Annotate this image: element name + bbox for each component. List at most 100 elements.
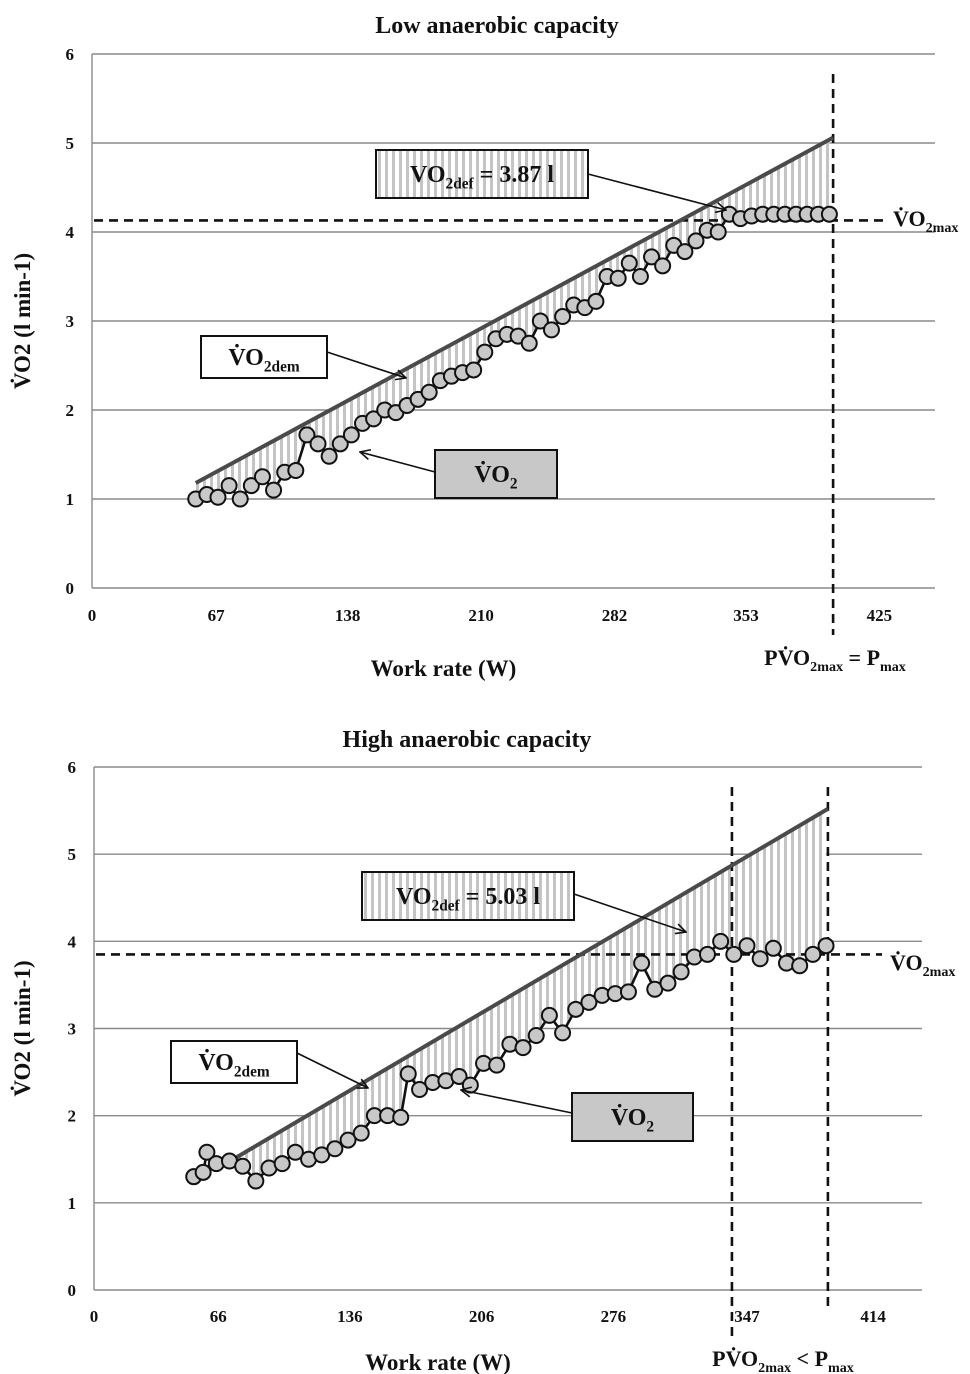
vo2-demand-line [232, 807, 829, 1161]
y-tick-label: 0 [66, 579, 75, 598]
deficit-label-box [375, 149, 589, 199]
deficit-label-main: VO [410, 162, 446, 188]
vo2-data-point [231, 490, 249, 508]
x-tick-label: 0 [88, 606, 97, 625]
deficit-arrow [573, 893, 686, 932]
vo2-label-main: V̇O [474, 461, 510, 488]
x-tick-label: 282 [602, 606, 628, 625]
vo2-data-point [488, 1056, 506, 1074]
vo2-label: V̇O2 [611, 1104, 655, 1136]
vo2-data-point [804, 945, 822, 963]
chart-title: High anaerobic capacity [343, 727, 592, 753]
x-tick-label: 138 [335, 606, 361, 625]
p-label-sub: 2max [758, 1360, 791, 1374]
y-tick-label: 2 [68, 1107, 77, 1126]
deficit-label-value: = 3.87 l [474, 162, 555, 188]
vo2-data-point [514, 1039, 532, 1057]
vo2-data-point [643, 248, 661, 266]
x-axis-label: Work rate (W) [365, 1350, 511, 1374]
vo2-data-point [609, 269, 627, 287]
vo2max-label: V̇O2max [890, 950, 955, 980]
chart-panel-high-anaerobic: High anaerobic capacity 0 1 2 3 4 5 6 0 66 136 206 2… [9, 727, 955, 1374]
vo2-data-point [676, 243, 694, 261]
vo2-data-point [253, 468, 271, 486]
vo2-data-point [265, 481, 283, 499]
vo2-arrow [461, 1090, 573, 1114]
vo2-data-point [298, 426, 316, 444]
y-tick-label: 4 [66, 223, 75, 242]
vo2-data-point [194, 1163, 212, 1181]
deficit-label: VO2def = 3.87 l [410, 162, 554, 193]
chart-panel-low-anaerobic: Low anaerobic capacity 0 1 2 3 4 5 6 0 67 138 210 28… [9, 13, 958, 681]
deficit-arrow [587, 173, 726, 210]
vo2-data-point [698, 945, 716, 963]
x-tick-label: 66 [210, 1307, 227, 1326]
oxygen-deficit-area [229, 809, 827, 1182]
y-tick-label: 3 [66, 312, 75, 331]
vo2-data-point [287, 462, 305, 480]
demand-label-sub: 2dem [264, 359, 300, 376]
vo2-data-point [331, 435, 349, 453]
vo2-data-point [242, 477, 260, 495]
x-tick-label: 206 [469, 1307, 495, 1326]
vo2-data-point [580, 993, 598, 1011]
deficit-label-main: VO [396, 884, 432, 910]
x-tick-label: 0 [90, 1307, 99, 1326]
vo2max-label-sub: 2max [926, 220, 959, 236]
vo2-data-point [309, 435, 327, 453]
p-label-mid: = P [843, 645, 880, 670]
vo2-data-point [531, 312, 549, 330]
demand-label: V̇O2dem [228, 344, 300, 376]
vo2-data-point [247, 1172, 265, 1190]
vo2-label-sub: 2 [510, 476, 518, 493]
oxygen-deficit-area [195, 139, 830, 500]
vo2-data-point [411, 1081, 429, 1099]
vo2-data-point [687, 232, 705, 250]
vo2max-label: V̇O2max [893, 206, 958, 236]
p-label-mid: < P [791, 1346, 828, 1371]
vo2-data-point [399, 1065, 417, 1083]
vo2-data-point [709, 223, 727, 241]
deficit-label-value: = 5.03 l [460, 884, 541, 910]
vo2-data-point [209, 488, 227, 506]
vo2-data-point [791, 957, 809, 975]
x-tick-label: 353 [733, 606, 759, 625]
vo2-data-point [476, 343, 494, 361]
vo2-data-point [420, 383, 438, 401]
vo2-data-point [198, 1143, 216, 1161]
vo2-data-point [712, 932, 730, 950]
vo2-label-box [571, 1092, 694, 1142]
vo2-data-point [751, 950, 769, 968]
vo2-data-point [567, 1000, 585, 1018]
y-axis-label: V̇O2 (l min-1) [9, 960, 35, 1096]
p-label-sub: 2max [810, 659, 843, 675]
vo2-demand-line [194, 135, 835, 485]
y-tick-label: 6 [66, 45, 75, 64]
vo2-data-point [520, 334, 538, 352]
y-tick-label: 6 [68, 758, 77, 777]
demand-label-sub: 2dem [234, 1064, 270, 1081]
vo2-arrow [360, 452, 436, 473]
vo2-data-point [273, 1155, 291, 1173]
vo2-data-point [587, 292, 605, 310]
vo2-label-box [434, 449, 558, 499]
vo2-data-point [631, 268, 649, 285]
vo2max-label-main: V̇O [890, 950, 923, 975]
vo2-data-point [286, 1143, 304, 1161]
vo2-data-point [234, 1157, 252, 1175]
demand-label-main: V̇O [198, 1049, 234, 1076]
y-tick-label: 4 [68, 932, 77, 951]
demand-label-box [170, 1040, 298, 1084]
demand-label-main: V̇O [228, 344, 264, 371]
x-tick-label: 67 [208, 606, 226, 625]
vo2-label: V̇O2 [474, 461, 518, 493]
vo2-data-point [326, 1140, 344, 1158]
y-tick-label: 2 [66, 401, 75, 420]
vo2-data-point [365, 410, 383, 428]
demand-arrow [326, 351, 406, 378]
vo2-label-sub: 2 [646, 1119, 654, 1136]
y-tick-label: 0 [68, 1281, 77, 1300]
x-tick-label: 136 [337, 1307, 363, 1326]
vo2-data-point [820, 205, 838, 223]
